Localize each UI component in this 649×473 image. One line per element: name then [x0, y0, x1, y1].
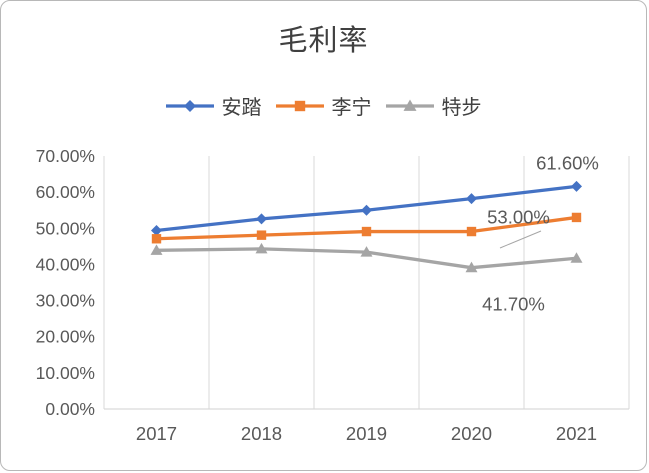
data-point-marker	[466, 193, 477, 205]
y-tick-label: 50.00%	[36, 218, 95, 238]
legend-item-xtep[interactable]: 特步	[385, 91, 482, 120]
data-point-marker	[361, 204, 372, 216]
label-leader-line	[499, 230, 542, 249]
y-tick-label: 30.00%	[36, 291, 95, 311]
chart-title: 毛利率	[278, 25, 369, 57]
y-tick-label: 0.00%	[45, 399, 95, 419]
legend-label-lining: 李宁	[331, 97, 372, 119]
lining-line-marker-icon	[275, 100, 324, 111]
legend-item-lining[interactable]: 李宁	[275, 91, 372, 120]
legend-label-xtep: 特步	[441, 97, 482, 119]
y-tick-label: 70.00%	[36, 146, 95, 166]
y-tick-label: 60.00%	[36, 182, 95, 202]
legend-item-anta[interactable]: 安踏	[165, 91, 262, 120]
data-point-marker	[465, 261, 478, 273]
x-category-label: 2020	[451, 423, 492, 444]
data-point-marker	[360, 246, 373, 257]
data-point-marker	[570, 252, 583, 263]
data-point-marker	[361, 226, 372, 237]
anta-line-marker-icon	[165, 99, 214, 112]
x-category-label: 2017	[136, 423, 177, 444]
data-point-marker	[183, 99, 196, 112]
data-point-marker	[256, 213, 267, 225]
data-point-marker	[294, 100, 305, 111]
data-point-marker	[151, 224, 162, 236]
data-point-marker	[466, 226, 477, 237]
y-tick-label: 40.00%	[36, 254, 95, 274]
x-category-label: 2021	[556, 423, 597, 444]
data-point-marker	[151, 234, 162, 244]
data-point-marker	[150, 244, 163, 255]
x-category-label: 2018	[241, 423, 282, 444]
data-label: 41.70%	[482, 293, 545, 314]
data-point-marker	[571, 212, 582, 223]
data-label: 61.60%	[536, 152, 599, 173]
data-label: 53.00%	[487, 206, 550, 227]
x-category-label: 2019	[346, 423, 387, 444]
y-tick-label: 20.00%	[36, 327, 95, 347]
data-point-marker	[255, 242, 268, 254]
data-point-marker	[256, 230, 267, 240]
data-point-marker	[571, 180, 582, 192]
data-point-marker	[403, 99, 416, 111]
xtep-line-marker-icon	[385, 99, 434, 111]
legend-label-anta: 安踏	[221, 97, 262, 119]
y-tick-label: 10.00%	[36, 363, 95, 383]
chart-legend: 安踏 李宁 特步	[1, 91, 646, 120]
